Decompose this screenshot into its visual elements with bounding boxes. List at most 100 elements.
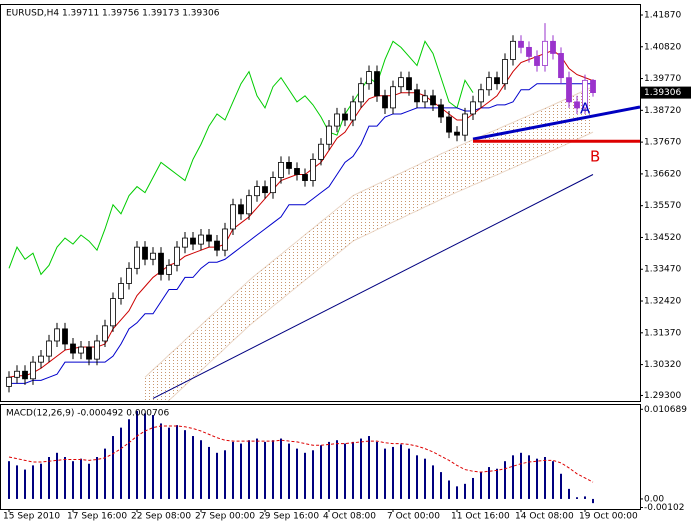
macd-bar: [584, 496, 586, 499]
macd-bar: [576, 497, 578, 499]
macd-bar: [200, 440, 202, 499]
macd-bar: [472, 477, 474, 499]
candle-body: [62, 328, 68, 345]
macd-bar: [120, 427, 122, 499]
candle-body: [142, 246, 148, 260]
x-tick-label: 11 Oct 16:00: [451, 512, 510, 522]
macd-bar: [136, 410, 138, 499]
macd-bar: [568, 488, 570, 499]
x-tick-label: 17 Sep 16:00: [67, 512, 127, 522]
candle-body: [270, 177, 276, 194]
macd-bar: [504, 461, 506, 499]
macd-bar: [528, 455, 530, 499]
y-tick-label: 1.30320: [644, 360, 681, 370]
macd-bar: [312, 450, 314, 499]
macd-bar: [96, 457, 98, 499]
y-tick-label: 1.39770: [644, 74, 681, 84]
macd-bar: [8, 461, 10, 499]
macd-bar: [352, 441, 354, 499]
candle-body: [22, 370, 28, 380]
macd-bar: [496, 468, 498, 499]
macd-bar: [456, 486, 458, 499]
candle-body: [398, 77, 404, 88]
macd-bar: [376, 441, 378, 499]
candle-body: [198, 234, 204, 245]
candle-body: [390, 86, 396, 109]
macd-bar: [248, 440, 250, 499]
chart-title: EURUSD,H4 1.39711 1.39756 1.39173 1.3930…: [6, 9, 220, 19]
macd-bar: [480, 472, 482, 499]
candle-body: [430, 95, 436, 106]
macd-bar: [392, 446, 394, 499]
macd-bar: [304, 452, 306, 499]
y-tick-label: 0.00: [644, 494, 664, 504]
candle-body: [206, 234, 212, 242]
candle-body: [102, 325, 108, 342]
candle-body: [518, 40, 524, 48]
macd-bar: [384, 448, 386, 499]
candle-body: [222, 228, 228, 251]
candle-body: [158, 252, 164, 275]
signal-line: [8, 425, 594, 483]
x-tick-label: 7 Oct 00:00: [387, 512, 440, 522]
macd-bar: [272, 440, 274, 499]
macd-bar: [168, 427, 170, 499]
candle-body: [446, 116, 452, 133]
macd-bar: [424, 458, 426, 499]
candle-body: [542, 40, 548, 66]
candle-body: [334, 113, 340, 127]
macd-bar: [232, 441, 234, 499]
macd-bar: [24, 469, 26, 499]
candle-body: [366, 71, 372, 85]
macd-bar: [208, 446, 210, 499]
candle-body: [30, 361, 36, 380]
candle-body: [534, 56, 540, 66]
candle-body: [342, 113, 348, 121]
macd-bar: [88, 463, 90, 499]
macd-bar: [400, 444, 402, 499]
x-tick-label: 27 Sep 00:00: [195, 512, 255, 522]
candle-body: [502, 59, 508, 85]
candle-body: [46, 340, 52, 357]
macd-bar: [360, 438, 362, 499]
candle-body: [246, 195, 252, 215]
macd-bar: [488, 467, 490, 499]
candle-body: [126, 267, 132, 284]
candle-body: [182, 237, 188, 248]
macd-bar: [224, 450, 226, 499]
candle-body: [462, 113, 468, 136]
candle-body: [110, 298, 116, 327]
x-tick-label: 19 Oct 00:00: [579, 512, 638, 522]
cloud-lower: [167, 131, 594, 401]
candle-body: [190, 237, 196, 245]
candle-body: [326, 125, 332, 145]
trend-label: B: [590, 148, 600, 166]
macd-bar: [80, 458, 82, 499]
candle-body: [14, 370, 20, 378]
x-tick-label: 22 Sep 08:00: [131, 512, 191, 522]
trend-label: A: [580, 100, 591, 118]
macd-bar: [240, 443, 242, 499]
candle-body: [302, 174, 308, 181]
moving-average: [152, 174, 594, 399]
macd-bar: [280, 438, 282, 499]
candle-body: [510, 40, 516, 60]
candle-body: [86, 346, 92, 360]
candle-body: [254, 186, 260, 197]
y-tick-label: 1.36620: [644, 169, 681, 179]
x-tick-label: 14 Oct 08:00: [515, 512, 574, 522]
x-tick-label: 29 Sep 16:00: [259, 512, 319, 522]
y-tick-label: 0.010689: [644, 405, 687, 415]
candle-body: [6, 376, 12, 387]
macd-bar: [264, 441, 266, 499]
macd-bar: [464, 483, 466, 499]
candle-body: [438, 104, 444, 118]
macd-bar: [536, 458, 538, 499]
cloud: [145, 86, 593, 401]
candle-body: [526, 46, 532, 57]
macd-bar: [16, 465, 18, 499]
candle-body: [350, 101, 356, 121]
trend-line: [472, 105, 641, 141]
candle-body: [294, 168, 300, 175]
